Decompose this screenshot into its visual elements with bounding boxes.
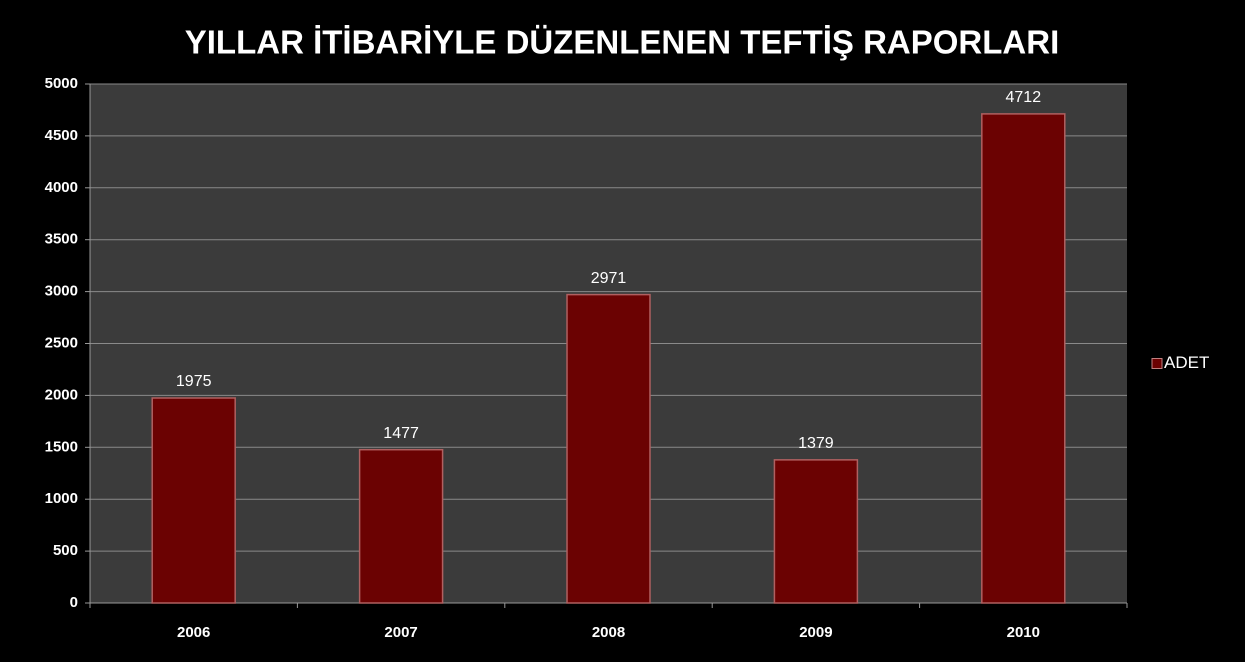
x-tick-label: 2010 (1007, 624, 1040, 641)
bar (358, 448, 444, 604)
y-tick-label: 4500 (45, 127, 78, 144)
data-label: 1477 (383, 425, 419, 442)
data-label: 4712 (1006, 89, 1042, 106)
legend-label: ADET (1164, 353, 1209, 372)
y-tick-label: 1000 (45, 490, 78, 507)
y-tick-label: 3000 (45, 283, 78, 300)
x-tick-label: 2006 (177, 624, 210, 641)
y-tick-label: 2500 (45, 334, 78, 351)
bar (773, 459, 859, 604)
bar (981, 113, 1066, 604)
y-tick-label: 1500 (45, 438, 78, 455)
y-tick-label: 3500 (45, 231, 78, 248)
data-label: 2971 (591, 270, 627, 287)
data-label: 1379 (798, 435, 834, 452)
y-tick-label: 2000 (45, 386, 78, 403)
y-tick-label: 0 (70, 594, 78, 611)
x-tick-label: 2008 (592, 624, 625, 641)
data-label: 1975 (176, 373, 212, 390)
legend-swatch (1151, 358, 1163, 369)
x-tick-label: 2007 (384, 624, 417, 641)
chart-title: YILLAR İTİBARİYLE DÜZENLENEN TEFTİŞ RAPO… (185, 24, 1060, 61)
y-tick-label: 4000 (45, 179, 78, 196)
y-tick-label: 5000 (45, 75, 78, 92)
x-tick-label: 2009 (799, 624, 832, 641)
bar (566, 293, 651, 604)
bar (151, 397, 236, 604)
y-tick-label: 500 (53, 542, 78, 559)
